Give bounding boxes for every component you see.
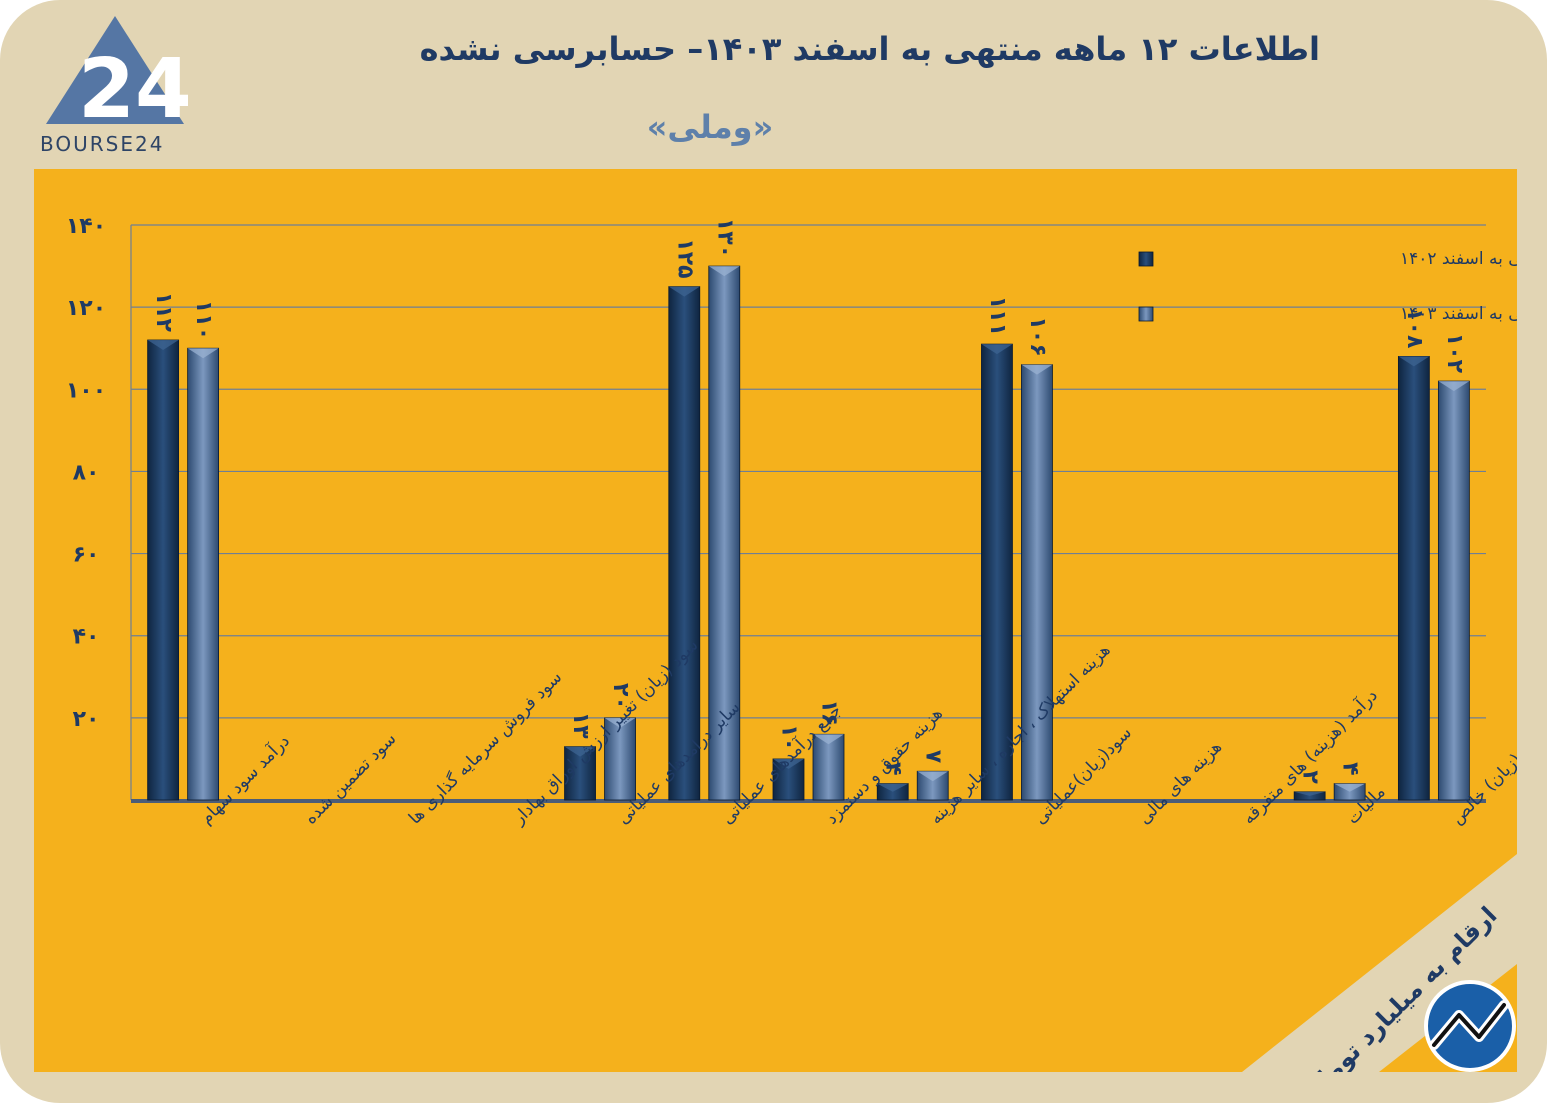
bar-cap — [604, 717, 636, 728]
company-name: «وملی» — [646, 108, 774, 146]
bar-value-label: ۷ — [921, 750, 946, 764]
bar-cap — [147, 340, 179, 350]
bar-1402 — [668, 286, 701, 801]
bar-1403 — [1021, 364, 1053, 801]
bar-cap — [1021, 364, 1053, 375]
bar-cap — [187, 348, 219, 359]
bar-value-label: ۱۲۵ — [672, 238, 697, 278]
bar-1403 — [1437, 380, 1470, 801]
chart-panel: ۲۰ ۴۰ ۶۰ ۸۰ ۱۰۰ ۱۲۰ ۱۴۰ ۱۱۲ ۱۱۰ ۱۳ ۲۰ ۱۲۵ ۱۳۰ ۱۰ ۱۶ ۴ ۷… — [34, 169, 1517, 1072]
bar-value-label: ۱۰۸ — [1402, 308, 1427, 349]
bar-cap — [1438, 381, 1470, 392]
bar-1403 — [604, 717, 636, 801]
bar-value-label: ۴ — [1338, 762, 1363, 775]
x-category-label: هزینه های مالی — [1135, 737, 1226, 828]
bar-1402 — [147, 339, 180, 801]
y-tick-label: ۲۰ — [73, 707, 100, 732]
bar-cap — [1334, 783, 1366, 792]
bar-cap — [1398, 356, 1430, 367]
x-axis-line — [131, 799, 1486, 803]
y-tick-label: ۶۰ — [73, 543, 100, 568]
bar-1403 — [812, 733, 845, 801]
bar-1402 — [981, 343, 1013, 801]
logo-text: BOURSE24 — [40, 132, 165, 156]
bar-cap — [917, 771, 949, 782]
bar-value-label: ۲۰ — [608, 683, 633, 710]
bar-value-label: ۱۶ — [817, 699, 842, 726]
bar-cap — [1294, 791, 1326, 796]
bar-value-label: ۱۳ — [568, 712, 593, 739]
bar-value-label: ۱۳۰ — [712, 218, 737, 258]
y-tick-label: ۴۰ — [73, 625, 100, 650]
bar-value-label: ۱۱۲ — [151, 292, 176, 333]
bar-1403 — [187, 347, 220, 801]
bar-cap — [668, 286, 700, 297]
bar-cap — [877, 783, 909, 792]
bar-1402 — [1397, 356, 1430, 801]
bar-value-label: ۱۰۲ — [1442, 333, 1467, 374]
bar-value-label: ۱۱۱ — [985, 296, 1010, 336]
page-title: اطلاعات ۱۲ ماهه منتهی به اسفند ۱۴۰۳– حسا… — [419, 30, 1320, 68]
bar-cap — [981, 344, 1013, 355]
logo-mark: 24 — [78, 42, 188, 137]
bar-cap — [773, 758, 804, 769]
bar-value-label: ۱۰۶ — [1025, 316, 1050, 356]
legend-label: عملکرد منتهی به اسفند ۱۴۰۲ — [1400, 249, 1517, 269]
legend-label: عملکرد منتهی به اسفند ۱۴۰۳ — [1400, 304, 1517, 324]
y-tick-label: ۸۰ — [73, 460, 100, 485]
bar-cap — [813, 734, 844, 745]
y-tick-label: ۱۰۰ — [66, 378, 106, 403]
bar-value-label: ۲ — [1298, 770, 1323, 784]
y-tick-label: ۱۲۰ — [66, 296, 106, 321]
bar-value-label: ۱۱۰ — [191, 300, 216, 340]
bar-cap — [564, 746, 596, 757]
x-category-label: سود تضمین شده — [301, 729, 401, 829]
bar-value-label: ۴ — [881, 762, 906, 775]
brand-badge-icon — [1424, 980, 1516, 1072]
bar-value-label: ۱۰ — [777, 724, 802, 751]
bar-1403 — [708, 265, 741, 801]
legend-swatch-1402 — [1138, 251, 1154, 267]
legend-swatch-1403 — [1138, 306, 1154, 322]
bar-cap — [708, 266, 740, 277]
bar-chart: ۲۰ ۴۰ ۶۰ ۸۰ ۱۰۰ ۱۲۰ ۱۴۰ ۱۱۲ ۱۱۰ ۱۳ ۲۰ ۱۲۵ ۱۳۰ ۱۰ ۱۶ ۴ ۷… — [66, 214, 1517, 1072]
y-tick-label: ۱۴۰ — [66, 214, 106, 239]
bourse24-logo-icon: 24 — [46, 16, 188, 137]
